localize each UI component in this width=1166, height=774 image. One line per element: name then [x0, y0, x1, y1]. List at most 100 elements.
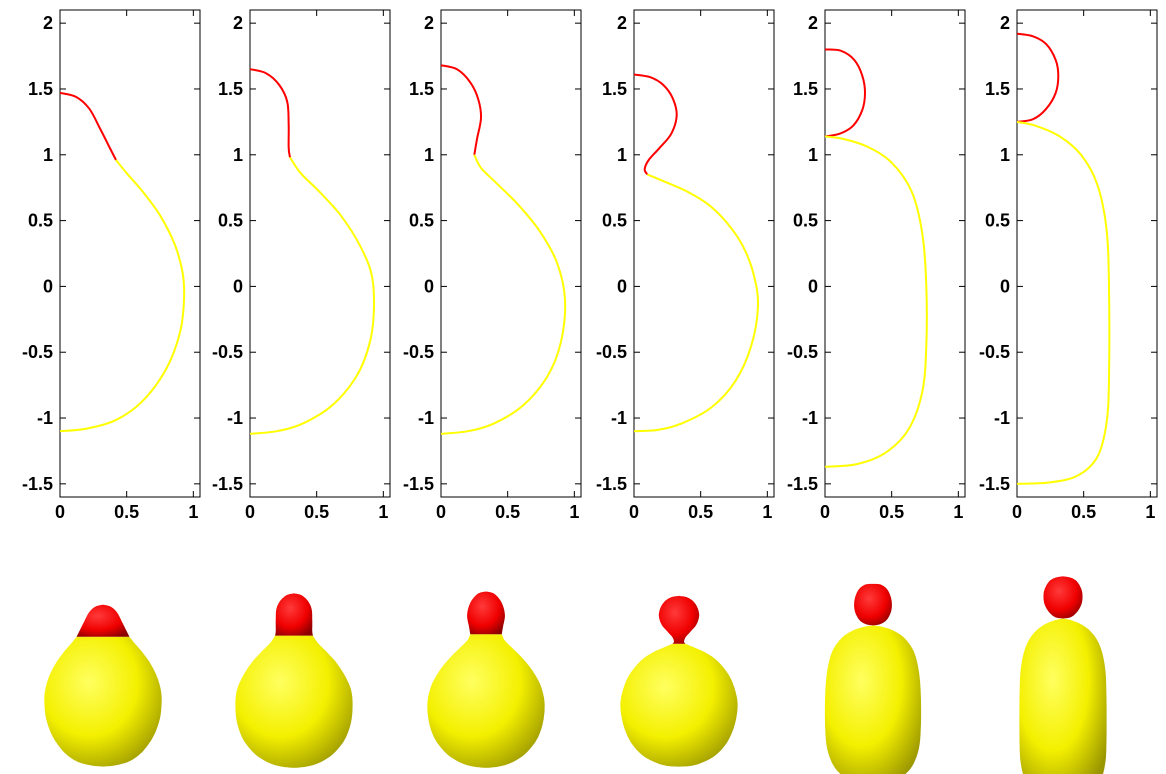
plot-panels: -1.5 -1 -0.5 0 0.5 1 1.5 2 0 0.5 1 -1.5 -1 -0.5 0 0.5 1 1… [22, 9, 1158, 522]
render-bud [1019, 618, 1107, 774]
bud-profile-line [1016, 32, 1060, 123]
plot-frame [59, 9, 201, 498]
y-tick-label: -1 [418, 408, 434, 428]
y-tick-label: 0 [1000, 276, 1010, 296]
y-tick-label: 1.5 [985, 79, 1010, 99]
y-tick-label: 1 [808, 145, 818, 165]
y-tick-label: -1 [802, 408, 818, 428]
plot-frame [249, 9, 391, 498]
bud-profile-line [824, 48, 867, 138]
y-tick-label: 0 [808, 276, 818, 296]
y-tick-label: 0.5 [602, 211, 627, 231]
render-3 [427, 591, 545, 768]
x-tick-label: 0.5 [1071, 502, 1096, 522]
y-tick-label: 0 [233, 276, 243, 296]
y-tick-label: 2 [233, 13, 243, 33]
y-tick-label: -1.5 [787, 474, 818, 494]
x-tick-label: 0 [820, 502, 830, 522]
x-tick-label: 1 [569, 502, 579, 522]
body-profile-line [440, 154, 567, 435]
profile-plot-6: -1.5 -1 -0.5 0 0.5 1 1.5 2 0 0.5 1 [979, 9, 1158, 522]
y-tick-label: 2 [808, 13, 818, 33]
x-tick-label: 0.5 [879, 502, 904, 522]
y-tick-label: 0.5 [985, 211, 1010, 231]
render-row [44, 576, 1107, 774]
render-body [854, 583, 892, 626]
render-body [1043, 576, 1083, 619]
profile-plot-3: -1.5 -1 -0.5 0 0.5 1 1.5 2 0 0.5 1 [403, 9, 582, 522]
y-tick-label: 1.5 [28, 79, 53, 99]
body-profile-line [59, 159, 186, 433]
x-tick-label: 0 [629, 502, 639, 522]
profile-plot-5: -1.5 -1 -0.5 0 0.5 1 1.5 2 0 0.5 1 [787, 9, 966, 522]
render-body [467, 591, 505, 635]
y-tick-label: -1.5 [403, 474, 434, 494]
render-body [275, 593, 313, 636]
y-tick-label: -1 [227, 408, 243, 428]
y-tick-label: 0 [617, 276, 627, 296]
render-5 [824, 583, 922, 774]
render-bud [427, 634, 545, 768]
y-tick-label: -1.5 [596, 474, 627, 494]
render-4 [620, 595, 738, 767]
x-tick-label: 1 [762, 502, 772, 522]
y-tick-label: 2 [424, 13, 434, 33]
render-bud [235, 635, 353, 768]
y-tick-label: 2 [43, 13, 53, 33]
plot-frame [824, 9, 966, 498]
body-profile-line [249, 156, 376, 435]
y-tick-label: 0 [43, 276, 53, 296]
y-tick-label: -1 [994, 408, 1010, 428]
x-tick-label: 0 [1012, 502, 1022, 522]
render-body [658, 595, 700, 644]
x-tick-label: 1 [1145, 502, 1155, 522]
x-tick-label: 0 [55, 502, 65, 522]
y-tick-label: 0.5 [409, 211, 434, 231]
y-tick-label: 1.5 [218, 79, 243, 99]
x-tick-label: 0.5 [304, 502, 329, 522]
y-tick-label: -1 [611, 408, 627, 428]
body-profile-line [824, 135, 928, 468]
y-tick-label: -1.5 [22, 474, 53, 494]
y-tick-label: 0.5 [793, 211, 818, 231]
y-tick-label: -0.5 [212, 342, 243, 362]
y-tick-label: 1 [233, 145, 243, 165]
render-6 [1019, 576, 1107, 774]
bud-profile-line [249, 68, 291, 158]
body-profile-line [633, 173, 760, 433]
render-2 [235, 593, 353, 768]
y-tick-label: 1.5 [602, 79, 627, 99]
x-tick-label: 1 [188, 502, 198, 522]
body-profile-line [1016, 120, 1111, 485]
y-tick-label: 2 [617, 13, 627, 33]
y-tick-label: 1.5 [793, 79, 818, 99]
y-tick-label: -0.5 [787, 342, 818, 362]
x-tick-label: 0.5 [495, 502, 520, 522]
y-tick-label: 1 [1000, 145, 1010, 165]
y-tick-label: -0.5 [403, 342, 434, 362]
y-tick-label: 0.5 [28, 211, 53, 231]
y-tick-label: -0.5 [22, 342, 53, 362]
y-tick-label: -1.5 [979, 474, 1010, 494]
y-tick-label: 1 [424, 145, 434, 165]
profile-plot-1: -1.5 -1 -0.5 0 0.5 1 1.5 2 0 0.5 1 [22, 9, 201, 522]
y-tick-label: 2 [1000, 13, 1010, 33]
bud-profile-line [59, 91, 117, 161]
profile-plot-2: -1.5 -1 -0.5 0 0.5 1 1.5 2 0 0.5 1 [212, 9, 391, 522]
plot-frame [633, 9, 775, 498]
render-1 [44, 604, 162, 767]
render-bud [620, 643, 738, 767]
render-bud [44, 636, 162, 767]
render-body [76, 604, 130, 637]
bud-profile-line [440, 64, 483, 155]
profile-plot-4: -1.5 -1 -0.5 0 0.5 1 1.5 2 0 0.5 1 [596, 9, 775, 522]
y-tick-label: -1 [37, 408, 53, 428]
x-tick-label: 0 [245, 502, 255, 522]
y-tick-label: -0.5 [979, 342, 1010, 362]
bud-profile-line [633, 73, 678, 176]
y-tick-label: -1.5 [212, 474, 243, 494]
plot-frame [1016, 9, 1158, 498]
y-tick-label: 1 [43, 145, 53, 165]
x-tick-label: 1 [378, 502, 388, 522]
